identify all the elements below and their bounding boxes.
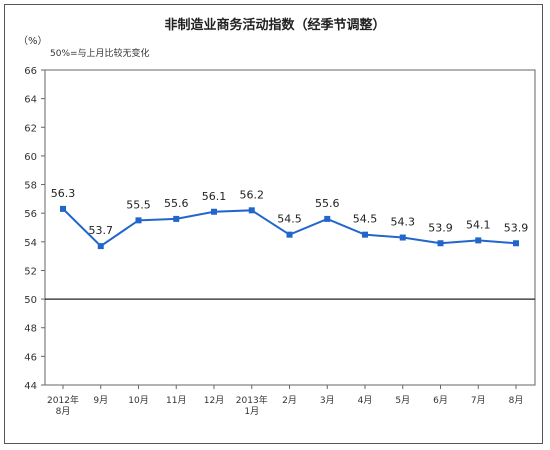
y-tick-label: 50	[24, 295, 37, 306]
data-label: 54.1	[466, 218, 491, 231]
data-label: 56.2	[240, 188, 265, 201]
data-label: 56.3	[51, 187, 76, 200]
x-tick-label: 9月	[93, 395, 108, 406]
data-label: 55.5	[126, 198, 151, 211]
y-tick-label: 62	[24, 123, 37, 134]
x-tick-label: 4月	[358, 395, 373, 406]
plot-area	[44, 69, 536, 386]
data-label: 53.7	[89, 224, 114, 237]
y-tick-label: 58	[24, 181, 37, 192]
data-label: 56.1	[202, 190, 227, 203]
y-tick-label: 54	[24, 238, 37, 249]
data-label: 54.5	[277, 213, 302, 226]
y-tick-label: 60	[24, 152, 37, 163]
data-label: 53.9	[428, 221, 453, 234]
data-point	[173, 215, 180, 222]
x-tick-label: 6月	[433, 395, 448, 406]
data-point	[286, 231, 293, 238]
data-label: 55.6	[315, 197, 340, 210]
data-point	[362, 231, 368, 238]
x-tick-label: 12月	[204, 395, 224, 406]
data-point	[248, 207, 255, 214]
data-point	[475, 237, 482, 244]
data-point	[97, 243, 104, 250]
x-tick-label: 5月	[395, 395, 410, 406]
x-tick-label: 8月	[509, 395, 524, 406]
y-tick-label: 46	[24, 352, 37, 363]
data-point	[211, 208, 217, 215]
data-point	[60, 205, 66, 212]
data-point	[437, 240, 444, 247]
x-tick-label: 2012年	[47, 394, 79, 406]
reference-note: 50%=与上月比较无变化	[50, 49, 150, 59]
x-tick-label: 2013年	[236, 394, 268, 406]
data-point	[399, 234, 406, 241]
y-tick-label: 48	[24, 324, 37, 335]
data-label: 53.9	[504, 221, 529, 234]
y-unit-label: （%）	[18, 36, 48, 47]
x-tick-label: 3月	[320, 395, 335, 406]
y-tick-label: 64	[24, 95, 37, 106]
x-tick-label: 8月	[56, 406, 71, 417]
data-point	[324, 215, 331, 222]
x-tick-label: 2月	[282, 395, 297, 406]
data-point	[135, 217, 142, 224]
data-point	[513, 240, 519, 247]
x-tick-label: 1月	[244, 406, 259, 417]
chart-title: 非制造业商务活动指数（经季节调整）	[164, 18, 386, 33]
data-label: 54.5	[353, 213, 378, 226]
x-tick-label: 11月	[166, 395, 186, 406]
data-label: 54.3	[391, 216, 416, 229]
y-tick-label: 44	[24, 381, 37, 392]
y-tick-label: 66	[24, 66, 37, 77]
x-tick-label: 7月	[471, 395, 486, 406]
data-label: 55.6	[164, 197, 189, 210]
y-tick-label: 52	[24, 266, 37, 277]
y-tick-label: 56	[24, 209, 37, 220]
x-tick-label: 10月	[128, 395, 148, 406]
